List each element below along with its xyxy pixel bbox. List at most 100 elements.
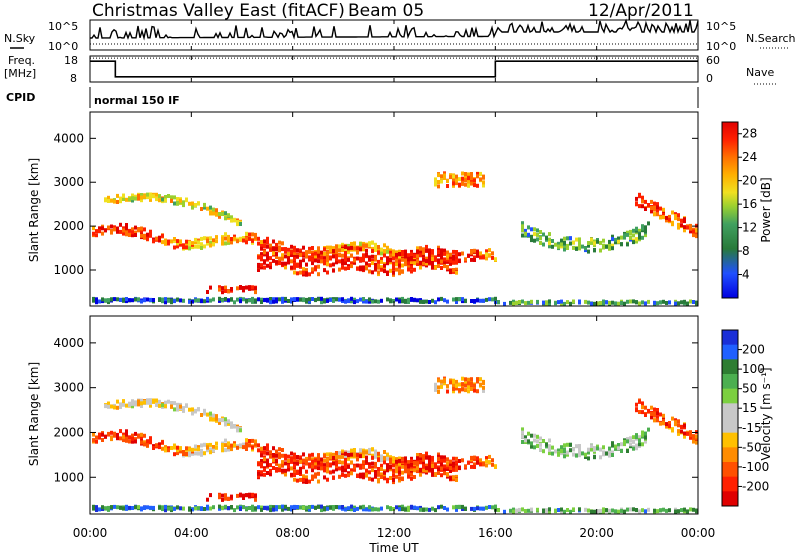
heatmap-cell: [95, 233, 98, 238]
heatmap-cell: [344, 266, 347, 271]
heatmap-cell: [608, 242, 611, 247]
heatmap-cell: [122, 432, 125, 437]
heatmap-cell: [230, 424, 233, 429]
heatmap-cell: [578, 246, 581, 251]
colorbar-tick-label: 8: [742, 244, 750, 258]
heatmap-cell: [362, 504, 365, 509]
heatmap-cell: [248, 286, 251, 291]
heatmap-cell: [416, 298, 419, 303]
heatmap-cell: [680, 425, 683, 430]
heatmap-cell: [455, 297, 458, 302]
heatmap-cell: [428, 257, 431, 262]
heatmap-cell: [443, 455, 446, 460]
heatmap-cell: [146, 439, 149, 444]
heatmap-cell: [551, 445, 554, 450]
heatmap-cell: [329, 256, 332, 261]
heatmap-cell: [359, 258, 362, 263]
heatmap-cell: [398, 259, 401, 264]
heatmap-cell: [455, 386, 458, 391]
heatmap-cell: [203, 299, 206, 304]
heatmap-cell: [392, 471, 395, 476]
heatmap-cell: [485, 256, 488, 261]
heatmap-cell: [614, 509, 617, 514]
heatmap-cell: [446, 389, 449, 394]
heatmap-cell: [425, 466, 428, 471]
heatmap-cell: [359, 241, 362, 246]
heatmap-cell: [398, 466, 401, 471]
heatmap-cell: [308, 249, 311, 254]
heatmap-cell: [563, 443, 566, 448]
heatmap-cell: [272, 239, 275, 244]
heatmap-cell: [170, 298, 173, 303]
heatmap-cell: [158, 442, 161, 447]
heatmap-cell: [563, 454, 566, 459]
heatmap-cell: [467, 176, 470, 181]
heatmap-cell: [233, 236, 236, 241]
heatmap-cell: [164, 300, 167, 305]
heatmap-cell: [449, 258, 452, 263]
heatmap-cell: [278, 455, 281, 460]
heatmap-cell: [170, 446, 173, 450]
heatmap-cell: [206, 443, 209, 448]
heatmap-cell: [401, 253, 404, 258]
heatmap-cell: [689, 223, 692, 228]
heatmap-cell: [212, 445, 215, 449]
heatmap-cell: [677, 225, 680, 230]
heatmap-cell: [578, 449, 581, 454]
heatmap-cell: [422, 454, 425, 459]
heatmap-cell: [227, 497, 230, 501]
heatmap-cell: [644, 413, 647, 417]
heatmap-cell: [458, 388, 461, 393]
heatmap-cell: [401, 263, 404, 268]
heatmap-cell: [290, 253, 293, 257]
heatmap-cell: [314, 251, 317, 256]
heatmap-cell: [365, 507, 368, 512]
heatmap-cell: [107, 225, 110, 230]
heatmap-cell: [650, 199, 653, 204]
heatmap-cell: [170, 401, 173, 405]
heatmap-cell: [131, 401, 134, 406]
heatmap-cell: [626, 439, 629, 444]
heatmap-cell: [524, 301, 527, 306]
heatmap-cell: [305, 268, 308, 273]
heatmap-cell: [398, 458, 401, 463]
heatmap-cell: [443, 381, 446, 386]
heatmap-cell: [599, 508, 602, 513]
heatmap-cell: [653, 205, 656, 210]
heatmap-cell: [686, 301, 689, 306]
heatmap-cell: [173, 299, 176, 304]
heatmap-cell: [203, 236, 206, 241]
heatmap-cell: [467, 460, 470, 465]
heatmap-cell: [344, 468, 347, 473]
heatmap-cell: [230, 447, 233, 452]
heatmap-cell: [659, 215, 662, 220]
heatmap-cell: [416, 249, 419, 254]
heatmap-cell: [389, 476, 392, 480]
heatmap-cell: [488, 460, 491, 465]
heatmap-cell: [677, 423, 680, 428]
heatmap-cell: [452, 260, 455, 265]
heatmap-cell: [215, 445, 218, 450]
heatmap-cell: [416, 246, 419, 251]
heatmap-cell: [269, 261, 272, 266]
heatmap-cell: [392, 249, 395, 254]
heatmap-cell: [329, 263, 332, 268]
heatmap-cell: [110, 430, 113, 435]
heatmap-cell: [122, 228, 125, 233]
heatmap-cell: [338, 454, 341, 459]
heatmap-cell: [200, 246, 203, 250]
heatmap-cell: [176, 451, 179, 456]
heatmap-cell: [437, 173, 440, 178]
heatmap-cell: [452, 183, 455, 188]
heatmap-cell: [263, 250, 266, 255]
heatmap-cell: [341, 468, 344, 473]
heatmap-cell: [680, 429, 683, 434]
heatmap-cell: [566, 300, 569, 305]
heatmap-cell: [149, 230, 152, 235]
heatmap-cell: [428, 507, 431, 512]
heatmap-cell: [554, 301, 557, 306]
heatmap-cell: [233, 443, 236, 448]
heatmap-cell: [179, 449, 182, 454]
heatmap-cell: [95, 297, 98, 302]
heatmap-cell: [638, 301, 641, 306]
